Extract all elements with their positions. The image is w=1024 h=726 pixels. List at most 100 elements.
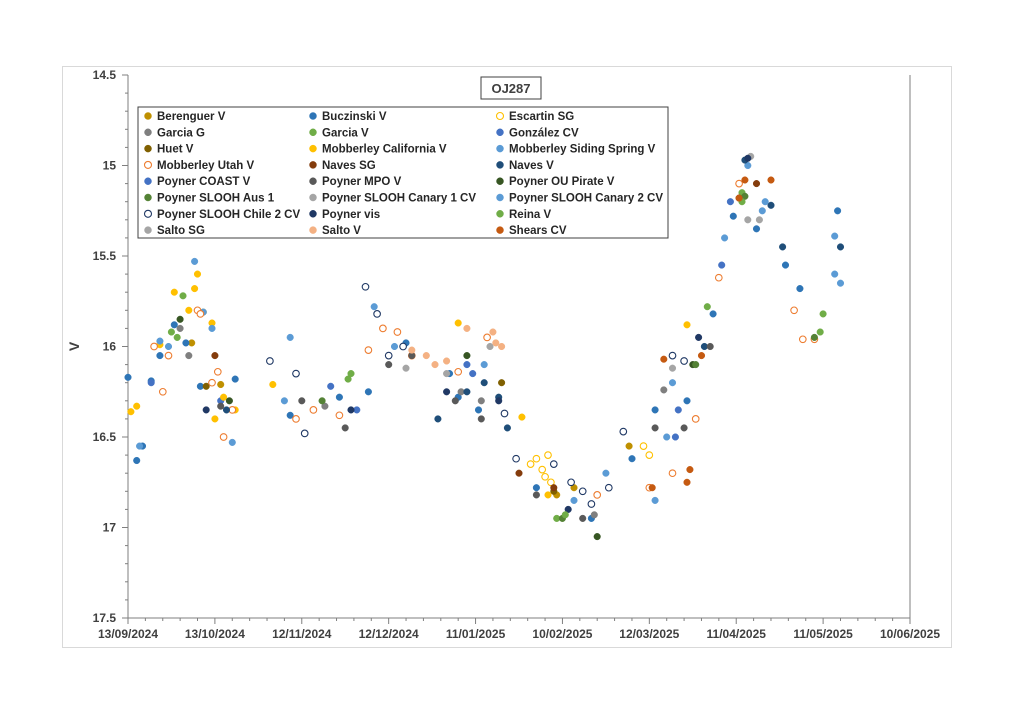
data-point	[674, 406, 682, 414]
data-point	[810, 333, 818, 341]
data-point	[364, 388, 372, 396]
data-point	[217, 380, 225, 389]
data-point	[532, 484, 540, 492]
data-point	[590, 511, 598, 519]
legend-marker	[309, 161, 317, 169]
data-point	[341, 424, 349, 432]
legend-marker	[143, 209, 153, 218]
data-point	[185, 352, 193, 360]
data-point	[443, 370, 451, 378]
data-point	[185, 306, 193, 314]
data-point	[744, 161, 752, 170]
data-point	[628, 455, 636, 463]
legend-item: Naves SG	[309, 160, 376, 172]
data-point	[593, 533, 601, 541]
data-point	[721, 234, 729, 242]
legend-item: Buczinski V	[309, 111, 387, 123]
legend-label: Poyner OU Pirate V	[509, 176, 615, 188]
legend-label: Poyner SLOOH Canary 1 CV	[322, 193, 476, 205]
data-point	[133, 456, 141, 465]
data-point	[393, 328, 402, 336]
data-point	[651, 496, 659, 504]
data-point	[834, 207, 842, 215]
legend-label: Buczinski V	[322, 111, 387, 123]
legend-label: Reina V	[509, 209, 552, 221]
x-tick-label: 12/03/2025	[619, 627, 679, 641]
data-point	[480, 379, 488, 387]
data-point	[645, 451, 654, 459]
data-point	[228, 438, 236, 446]
data-point	[619, 427, 628, 436]
data-point	[486, 342, 494, 351]
data-point	[761, 198, 769, 206]
data-point	[593, 491, 602, 499]
data-point	[196, 310, 205, 318]
data-point	[402, 364, 410, 372]
data-point	[660, 355, 668, 363]
legend-label: Salto SG	[157, 225, 205, 237]
legend-label: Salto V	[322, 225, 361, 237]
data-point	[213, 367, 222, 376]
data-point	[164, 351, 173, 360]
legend-label: Mobberley Siding Spring V	[509, 144, 656, 156]
chart-title-box: OJ287	[480, 76, 542, 100]
legend-marker	[309, 210, 317, 218]
legend-marker	[496, 161, 504, 169]
data-point	[680, 357, 688, 365]
legend-label: Naves SG	[322, 160, 376, 172]
data-point	[625, 442, 633, 450]
data-point	[752, 225, 761, 233]
data-point	[798, 335, 807, 344]
data-point	[579, 514, 587, 522]
data-point	[648, 484, 656, 492]
x-tick-label: 11/04/2025	[707, 627, 767, 641]
data-point	[384, 351, 393, 360]
data-point	[335, 411, 344, 420]
data-point	[164, 342, 173, 351]
legend-marker	[309, 177, 317, 185]
data-point	[561, 511, 569, 519]
data-point	[454, 367, 463, 376]
data-point	[703, 303, 711, 311]
data-point	[167, 328, 175, 336]
data-point	[477, 397, 485, 405]
legend-marker	[496, 128, 504, 137]
data-point	[549, 460, 558, 468]
legend-item: Huet V	[144, 144, 194, 156]
legend-label: Huet V	[157, 144, 194, 156]
data-point	[208, 324, 216, 332]
data-point	[602, 469, 610, 477]
data-point	[422, 352, 430, 360]
legend-label: Poyner vis	[322, 209, 380, 221]
data-point	[729, 212, 737, 220]
data-point	[344, 375, 352, 383]
y-tick-label: 16.5	[93, 430, 117, 444]
legend-label: Escartin SG	[509, 111, 574, 123]
legend-item: Mobberley Utah V	[143, 160, 254, 172]
data-point	[463, 388, 471, 396]
legend-label: Garcia V	[322, 127, 369, 139]
data-point	[156, 352, 164, 360]
data-point	[755, 216, 763, 224]
data-point	[179, 292, 187, 300]
data-point	[495, 397, 503, 405]
legend-item: Poyner SLOOH Chile 2 CV	[143, 209, 300, 221]
data-point	[480, 361, 488, 369]
y-tick-label: 17	[103, 521, 117, 535]
data-point	[779, 243, 787, 251]
data-points	[124, 152, 845, 541]
data-point	[474, 406, 483, 414]
data-point	[744, 154, 752, 162]
data-point	[133, 402, 141, 410]
data-point	[570, 496, 578, 504]
legend-marker	[496, 144, 504, 153]
data-point	[292, 369, 300, 378]
data-point	[831, 232, 839, 240]
data-point	[136, 442, 144, 450]
data-point	[518, 413, 526, 421]
legend-label: Shears CV	[509, 225, 567, 237]
data-point	[709, 310, 717, 318]
legend-label: Poyner SLOOH Aus 1	[157, 193, 275, 205]
legend-label: González CV	[509, 127, 579, 139]
data-point	[489, 328, 497, 336]
